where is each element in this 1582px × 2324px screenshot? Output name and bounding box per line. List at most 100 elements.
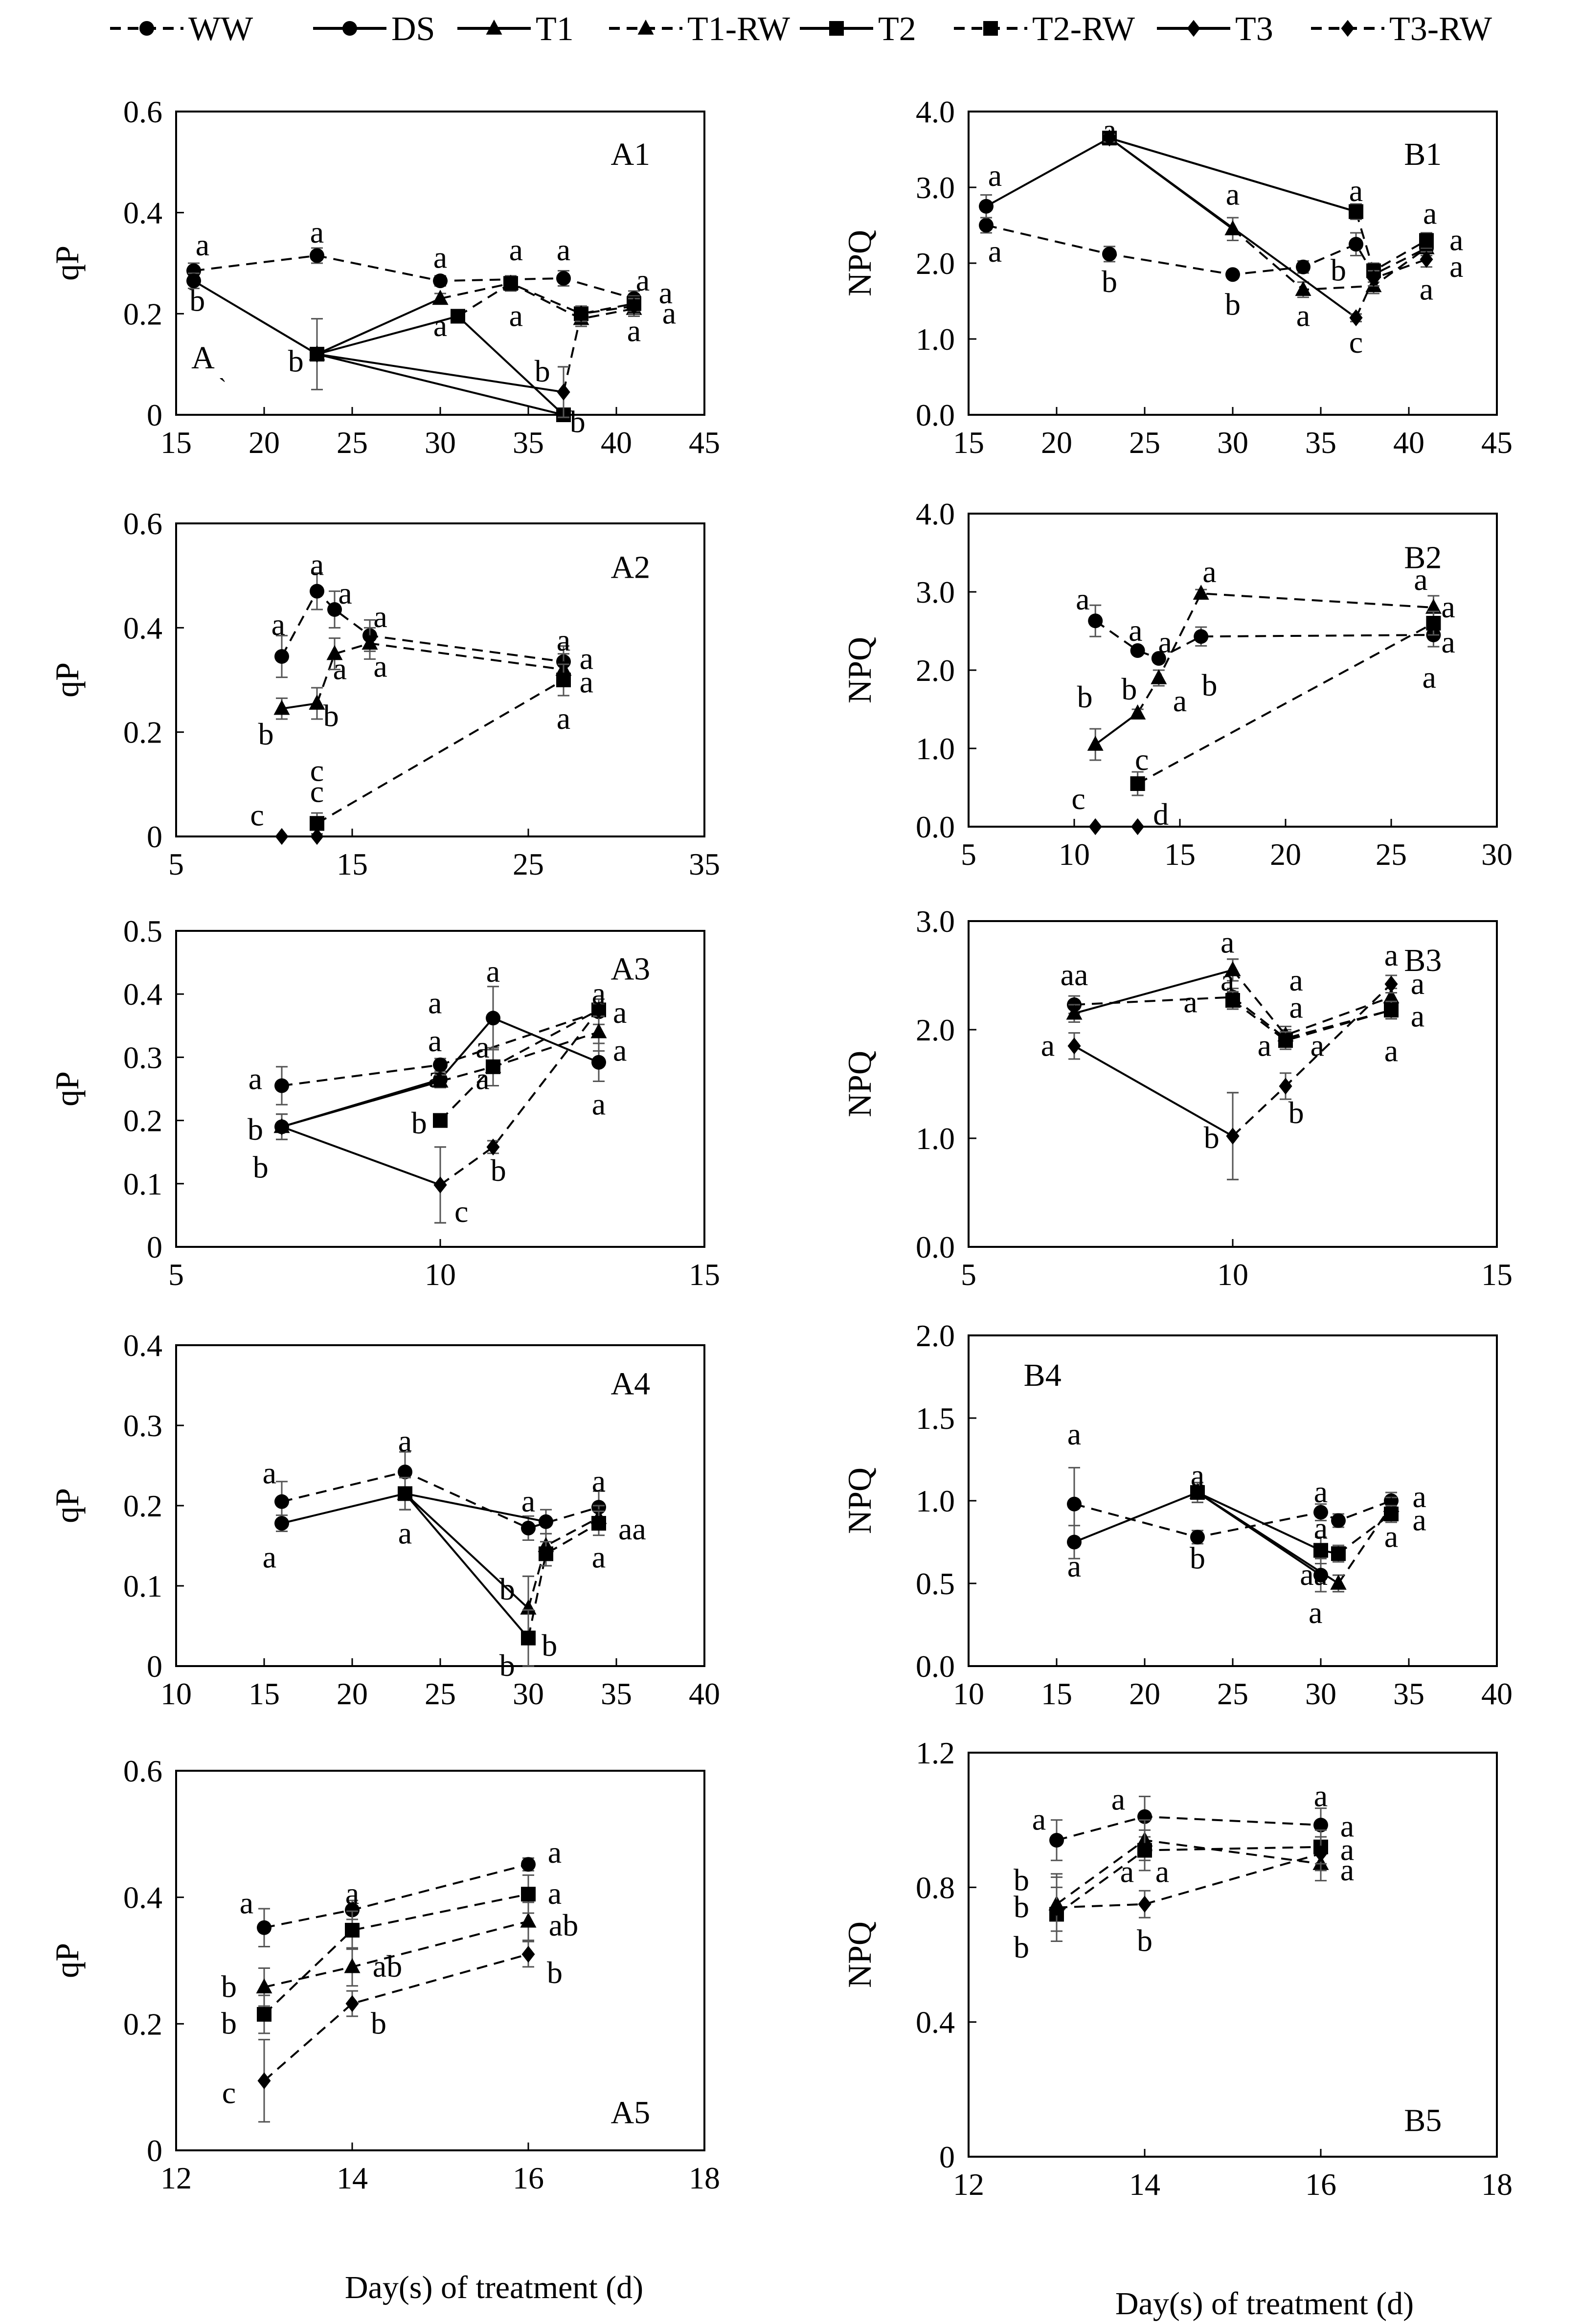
significance-letter: c	[250, 797, 264, 832]
plot-frame	[968, 1752, 1498, 2158]
significance-letter: b	[542, 1628, 557, 1663]
legend-item: T3	[1157, 10, 1273, 48]
significance-letter: a	[428, 1023, 442, 1058]
significance-letter: b	[1014, 1930, 1029, 1964]
series-line	[457, 282, 634, 317]
data-point	[1225, 267, 1240, 282]
series-t1-rw	[1130, 585, 1442, 720]
significance-letter: a	[662, 295, 676, 330]
data-point	[344, 1958, 361, 1973]
x-tick-label: 16	[513, 2161, 544, 2195]
x-tick-label: 25	[1376, 837, 1407, 872]
x-tick-label: 10	[953, 1676, 984, 1711]
significance-letter: b	[1137, 1923, 1153, 1958]
data-point	[1313, 1817, 1328, 1832]
y-tick-label: 3.0	[916, 170, 955, 205]
x-tick-label: 12	[953, 2167, 984, 2202]
data-point	[1384, 975, 1398, 993]
y-tick-label: 0	[147, 2133, 162, 2168]
significance-letter: a	[509, 232, 523, 267]
series-t3-rw	[433, 1001, 606, 1224]
data-point	[1102, 247, 1117, 262]
panel-title: A1	[610, 136, 650, 172]
x-tick-label: 25	[337, 425, 368, 460]
data-point	[486, 1059, 500, 1074]
panel-b1: 15 20 25 30 35 40 450.01.02.03.04.0NPQB1aaabab…	[841, 94, 1513, 460]
x-tick-label: 35	[1305, 425, 1336, 460]
data-point	[326, 645, 343, 660]
significance-letter: b	[491, 1153, 506, 1188]
data-point	[256, 1978, 272, 1994]
x-tick-label: 20	[1270, 837, 1301, 872]
data-point	[432, 1072, 449, 1088]
significance-letter: a	[636, 263, 650, 297]
data-point	[521, 1945, 535, 1963]
x-tick-label: 25	[1217, 1676, 1248, 1711]
y-tick-label: 1.2	[916, 1736, 955, 1770]
series-line	[1232, 999, 1392, 1042]
series-line	[1136, 592, 1434, 714]
significance-letter: b	[1190, 1540, 1205, 1575]
x-tick-label: 45	[689, 425, 720, 460]
series-line	[404, 1493, 529, 1639]
x-tick-label: 25	[513, 847, 544, 881]
data-point	[520, 1912, 537, 1928]
data-point	[1226, 1128, 1240, 1145]
panel-annotation: A	[191, 340, 215, 376]
significance-letter: a	[613, 995, 627, 1030]
y-tick-label: 0.5	[916, 1566, 955, 1601]
significance-letter: c	[454, 1194, 468, 1229]
significance-letter: a	[1412, 1479, 1426, 1514]
significance-letter: aa	[1300, 1557, 1328, 1592]
data-point	[1088, 613, 1103, 629]
data-point	[1049, 1832, 1064, 1848]
significance-letter: a	[338, 576, 352, 610]
significance-letter: b	[570, 405, 586, 439]
significance-letter: aa	[618, 1512, 646, 1546]
data-point	[257, 2007, 271, 2022]
data-point	[556, 271, 571, 286]
x-tick-label: 15	[337, 847, 368, 881]
significance-letter: b	[221, 1969, 237, 2004]
legend: WW DS T1 T1-RW T2 T2-RW T3 T3-RW	[110, 10, 1492, 48]
significance-letter: a	[240, 1886, 253, 1920]
significance-letter: b	[258, 717, 274, 751]
legend-marker-triangle	[486, 20, 502, 35]
x-tick-label: 25	[1129, 425, 1160, 460]
significance-letter: b	[499, 1648, 515, 1683]
data-point	[274, 1078, 289, 1093]
y-axis-label: qP	[48, 246, 86, 281]
y-tick-label: 1.0	[916, 322, 955, 357]
x-tick-label: 30	[1217, 425, 1248, 460]
series-t3-rw	[257, 1940, 535, 2123]
significance-letter: a	[428, 1060, 442, 1094]
y-tick-label: 0	[147, 1649, 162, 1684]
data-point	[1138, 1895, 1152, 1913]
significance-letter: a	[1384, 1519, 1398, 1554]
y-tick-label: 0.2	[123, 296, 162, 331]
significance-letter: b	[248, 1112, 263, 1147]
data-point	[1050, 1899, 1063, 1916]
y-tick-label: 0.0	[916, 398, 955, 432]
significance-letter: a	[345, 1876, 359, 1911]
data-point	[1194, 629, 1209, 644]
legend-marker-square	[983, 21, 998, 36]
significance-letter: a	[1076, 582, 1089, 616]
y-tick-label: 2.0	[916, 1318, 955, 1353]
significance-letter: a	[988, 158, 1002, 193]
significance-letter: a	[475, 1030, 489, 1064]
x-tick-label: 18	[689, 2161, 720, 2195]
data-point	[1295, 281, 1311, 296]
series-line	[1074, 996, 1392, 1039]
significance-letter: b	[1121, 672, 1137, 706]
data-point	[486, 1138, 500, 1156]
significance-letter: a	[1120, 1854, 1134, 1889]
data-point	[275, 828, 289, 845]
data-point	[274, 1516, 289, 1531]
data-point	[1384, 1003, 1399, 1018]
significance-letter: a	[1423, 660, 1436, 695]
